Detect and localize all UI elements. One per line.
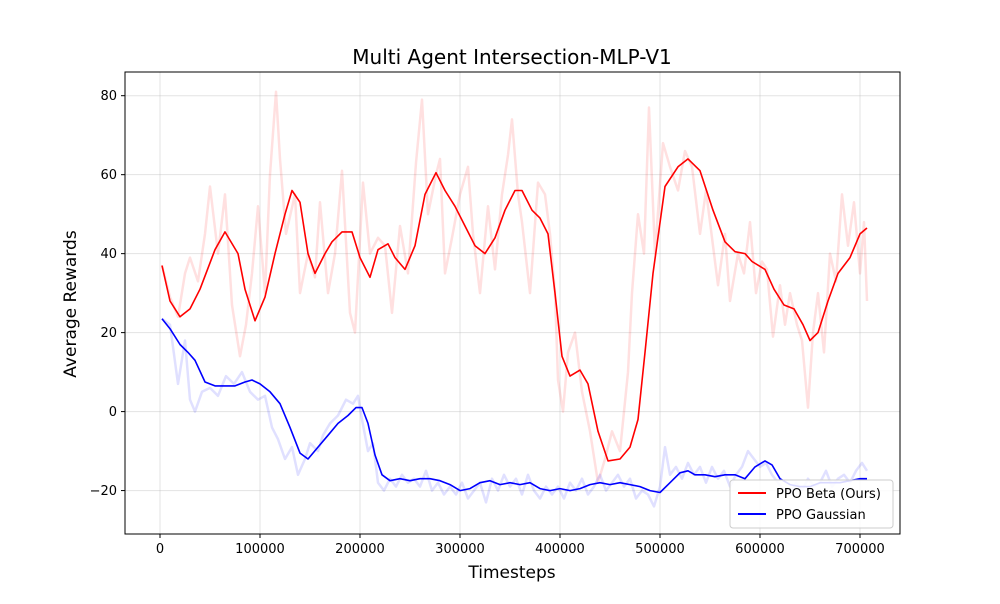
x-tick-label: 700000	[835, 542, 885, 557]
x-tick-label: 300000	[435, 542, 485, 557]
raw-line-beta	[160, 90, 869, 484]
y-tick-label: 40	[100, 247, 117, 262]
x-tick-label: 600000	[735, 542, 785, 557]
y-tick-label: 60	[100, 168, 117, 183]
raw-line-gaussian	[161, 317, 869, 508]
chart-title: Multi Agent Intersection-MLP-V1	[352, 45, 671, 69]
legend: PPO Beta (Ours) PPO Gaussian	[729, 479, 894, 529]
legend-label-beta: PPO Beta (Ours)	[776, 487, 881, 502]
x-axis-label: Timesteps	[467, 563, 555, 583]
y-tick-label: 0	[109, 405, 117, 420]
x-tick-label: 400000	[535, 542, 585, 557]
smoothed-line-beta	[161, 158, 868, 462]
x-tick-label: 0	[156, 542, 164, 557]
x-tick-label: 200000	[335, 542, 385, 557]
x-tick-label: 100000	[235, 542, 285, 557]
gridlines	[125, 72, 900, 534]
x-axis-ticks: 0 100000 200000 300000 400000 500000 600000 700…	[156, 534, 885, 557]
y-tick-label: −20	[90, 484, 117, 499]
x-tick-label: 500000	[635, 542, 685, 557]
y-tick-label: 20	[100, 326, 117, 341]
y-tick-label: 80	[100, 89, 117, 104]
y-axis-ticks: −20 0 20 40 60 80	[90, 89, 125, 499]
smoothed-line-gaussian	[161, 318, 867, 494]
raw-series-lines	[160, 90, 869, 508]
smoothed-series-lines	[161, 158, 868, 494]
plot-frame	[124, 71, 901, 535]
y-axis-label: Average Rewards	[61, 230, 81, 378]
legend-label-gaussian: PPO Gaussian	[776, 508, 866, 523]
legend-box	[729, 479, 894, 529]
